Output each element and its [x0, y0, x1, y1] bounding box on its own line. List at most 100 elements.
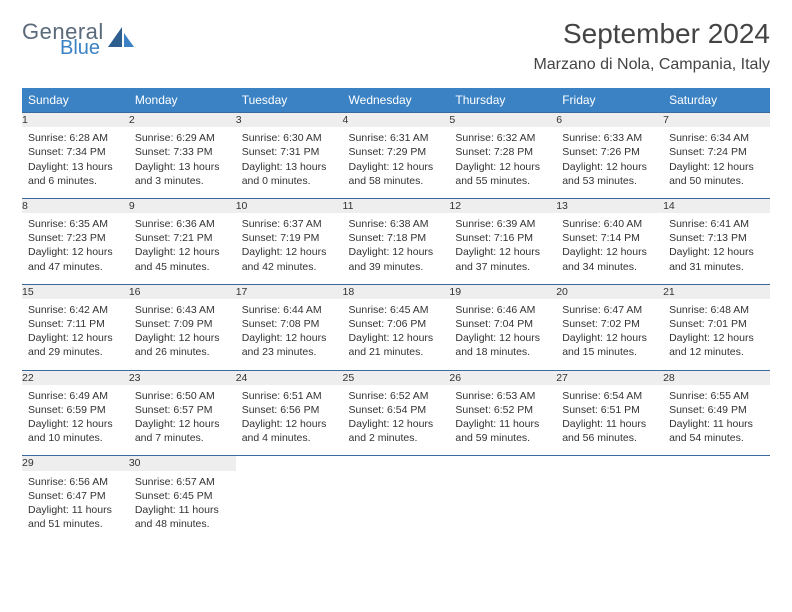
sunset-text: Sunset: 7:04 PM — [455, 317, 550, 331]
day-number: 3 — [236, 113, 343, 128]
day-number: 16 — [129, 284, 236, 299]
daylight-text: Daylight: 11 hours and 48 minutes. — [135, 503, 230, 531]
sunrise-text: Sunrise: 6:32 AM — [455, 131, 550, 145]
sunrise-text: Sunrise: 6:42 AM — [28, 303, 123, 317]
sunset-text: Sunset: 6:47 PM — [28, 489, 123, 503]
day-content-row: Sunrise: 6:35 AMSunset: 7:23 PMDaylight:… — [22, 213, 770, 284]
day-cell: Sunrise: 6:36 AMSunset: 7:21 PMDaylight:… — [129, 213, 236, 284]
daylight-text: Daylight: 12 hours and 47 minutes. — [28, 245, 123, 273]
day-number: 13 — [556, 198, 663, 213]
day-cell: Sunrise: 6:47 AMSunset: 7:02 PMDaylight:… — [556, 299, 663, 370]
daynum-row: 22232425262728 — [22, 370, 770, 385]
daylight-text: Daylight: 11 hours and 59 minutes. — [455, 417, 550, 445]
day-cell: Sunrise: 6:38 AMSunset: 7:18 PMDaylight:… — [343, 213, 450, 284]
day-number: 17 — [236, 284, 343, 299]
day-number: 25 — [343, 370, 450, 385]
sunset-text: Sunset: 6:56 PM — [242, 403, 337, 417]
sunrise-text: Sunrise: 6:37 AM — [242, 217, 337, 231]
daylight-text: Daylight: 13 hours and 3 minutes. — [135, 160, 230, 188]
day-cell: Sunrise: 6:49 AMSunset: 6:59 PMDaylight:… — [22, 385, 129, 456]
day-cell: Sunrise: 6:44 AMSunset: 7:08 PMDaylight:… — [236, 299, 343, 370]
daylight-text: Daylight: 12 hours and 58 minutes. — [349, 160, 444, 188]
sunset-text: Sunset: 7:24 PM — [669, 145, 764, 159]
daylight-text: Daylight: 12 hours and 18 minutes. — [455, 331, 550, 359]
sunrise-text: Sunrise: 6:48 AM — [669, 303, 764, 317]
sunset-text: Sunset: 7:01 PM — [669, 317, 764, 331]
sunrise-text: Sunrise: 6:53 AM — [455, 389, 550, 403]
day-number: 18 — [343, 284, 450, 299]
daylight-text: Daylight: 12 hours and 12 minutes. — [669, 331, 764, 359]
day-cell: Sunrise: 6:54 AMSunset: 6:51 PMDaylight:… — [556, 385, 663, 456]
sunrise-text: Sunrise: 6:34 AM — [669, 131, 764, 145]
sunset-text: Sunset: 7:19 PM — [242, 231, 337, 245]
daylight-text: Daylight: 12 hours and 50 minutes. — [669, 160, 764, 188]
sunset-text: Sunset: 7:11 PM — [28, 317, 123, 331]
logo: General Blue — [22, 18, 134, 58]
sunrise-text: Sunrise: 6:47 AM — [562, 303, 657, 317]
sunset-text: Sunset: 6:51 PM — [562, 403, 657, 417]
day-cell: Sunrise: 6:50 AMSunset: 6:57 PMDaylight:… — [129, 385, 236, 456]
empty-cell — [236, 471, 343, 542]
sunset-text: Sunset: 7:33 PM — [135, 145, 230, 159]
empty-cell — [556, 456, 663, 471]
sunrise-text: Sunrise: 6:41 AM — [669, 217, 764, 231]
calendar-table: SundayMondayTuesdayWednesdayThursdayFrid… — [22, 88, 770, 541]
day-cell: Sunrise: 6:53 AMSunset: 6:52 PMDaylight:… — [449, 385, 556, 456]
day-number: 19 — [449, 284, 556, 299]
daylight-text: Daylight: 12 hours and 53 minutes. — [562, 160, 657, 188]
header: General Blue September 2024 Marzano di N… — [22, 18, 770, 74]
sunrise-text: Sunrise: 6:51 AM — [242, 389, 337, 403]
empty-cell — [236, 456, 343, 471]
daylight-text: Daylight: 11 hours and 54 minutes. — [669, 417, 764, 445]
sunset-text: Sunset: 6:52 PM — [455, 403, 550, 417]
day-cell: Sunrise: 6:51 AMSunset: 6:56 PMDaylight:… — [236, 385, 343, 456]
day-content-row: Sunrise: 6:42 AMSunset: 7:11 PM Daylight:… — [22, 299, 770, 370]
sunset-text: Sunset: 7:08 PM — [242, 317, 337, 331]
sunrise-text: Sunrise: 6:39 AM — [455, 217, 550, 231]
sunrise-text: Sunrise: 6:50 AM — [135, 389, 230, 403]
sunrise-text: Sunrise: 6:36 AM — [135, 217, 230, 231]
sunrise-text: Sunrise: 6:38 AM — [349, 217, 444, 231]
daylight-text: Daylight: 12 hours and 55 minutes. — [455, 160, 550, 188]
day-cell: Sunrise: 6:31 AMSunset: 7:29 PMDaylight:… — [343, 127, 450, 198]
empty-cell — [663, 456, 770, 471]
sunset-text: Sunset: 6:45 PM — [135, 489, 230, 503]
sunrise-text: Sunrise: 6:55 AM — [669, 389, 764, 403]
daylight-text: Daylight: 12 hours and 37 minutes. — [455, 245, 550, 273]
day-number: 6 — [556, 113, 663, 128]
weekday-header: Sunday — [22, 88, 129, 113]
day-content-row: Sunrise: 6:56 AMSunset: 6:47 PMDaylight:… — [22, 471, 770, 542]
daylight-text: Daylight: 12 hours and 26 minutes. — [135, 331, 230, 359]
sunset-text: Sunset: 7:13 PM — [669, 231, 764, 245]
sunrise-text: Sunrise: 6:28 AM — [28, 131, 123, 145]
empty-cell — [343, 456, 450, 471]
day-cell: Sunrise: 6:35 AMSunset: 7:23 PMDaylight:… — [22, 213, 129, 284]
weekday-header: Wednesday — [343, 88, 450, 113]
daylight-text: Daylight: 12 hours and 42 minutes. — [242, 245, 337, 273]
sunset-text: Sunset: 7:09 PM — [135, 317, 230, 331]
sunrise-text: Sunrise: 6:44 AM — [242, 303, 337, 317]
sunrise-text: Sunrise: 6:29 AM — [135, 131, 230, 145]
sunrise-text: Sunrise: 6:54 AM — [562, 389, 657, 403]
day-number: 10 — [236, 198, 343, 213]
day-number: 23 — [129, 370, 236, 385]
day-number: 27 — [556, 370, 663, 385]
empty-cell — [663, 471, 770, 542]
day-number: 26 — [449, 370, 556, 385]
logo-blue: Blue — [22, 39, 104, 58]
day-cell: Sunrise: 6:45 AMSunset: 7:06 PMDaylight:… — [343, 299, 450, 370]
daylight-text: Daylight: 12 hours and 45 minutes. — [135, 245, 230, 273]
weekday-header: Thursday — [449, 88, 556, 113]
sunset-text: Sunset: 6:49 PM — [669, 403, 764, 417]
empty-cell — [449, 456, 556, 471]
day-cell: Sunrise: 6:56 AMSunset: 6:47 PMDaylight:… — [22, 471, 129, 542]
day-number: 5 — [449, 113, 556, 128]
day-number: 9 — [129, 198, 236, 213]
day-number: 14 — [663, 198, 770, 213]
empty-cell — [449, 471, 556, 542]
calendar-body: 1234567Sunrise: 6:28 AMSunset: 7:34 PMDa… — [22, 113, 770, 542]
logo-text: General Blue — [22, 22, 104, 58]
day-cell: Sunrise: 6:42 AMSunset: 7:11 PMDaylight:… — [22, 299, 129, 370]
day-number: 20 — [556, 284, 663, 299]
empty-cell — [556, 471, 663, 542]
